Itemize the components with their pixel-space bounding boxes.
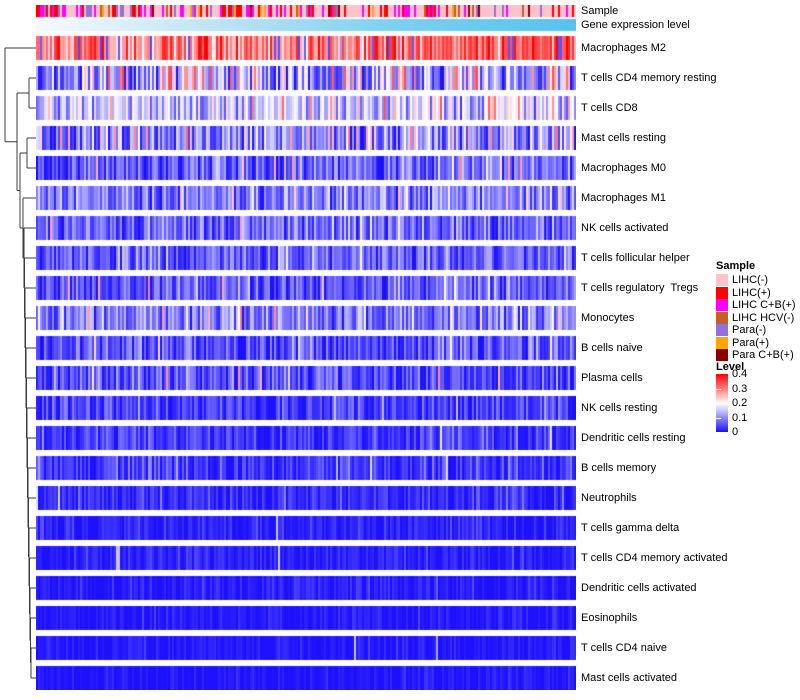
legend-item: Para(-) <box>716 324 766 336</box>
legend-item: Para(+) <box>716 336 769 349</box>
row-label: Plasma cells <box>581 372 643 384</box>
legend-swatch <box>716 349 728 361</box>
legend-item: LIHC C+B(+) <box>716 299 796 311</box>
level-legend-title: Level <box>716 361 745 373</box>
sample-legend-title: Sample <box>716 260 756 272</box>
row-label: T cells CD4 memory resting <box>581 72 717 84</box>
row-label: T cells CD4 naive <box>581 642 667 654</box>
row-label: Mast cells resting <box>581 132 666 144</box>
row-label: B cells naive <box>581 342 643 354</box>
level-tick-mark <box>716 388 721 390</box>
heatmap-canvas <box>36 5 576 690</box>
legend-item-label: LIHC(-) <box>732 274 769 286</box>
legend-item-label: LIHC C+B(+) <box>732 299 796 311</box>
level-tick-mark <box>716 403 721 404</box>
row-label: Monocytes <box>581 312 635 324</box>
level-colorbar <box>716 374 728 433</box>
row-label: Neutrophils <box>581 492 637 504</box>
level-tick-label: 0.3 <box>732 382 748 395</box>
legend-item-label: Para(-) <box>732 324 767 336</box>
row-label: Macrophages M1 <box>581 192 666 204</box>
legend-swatch <box>716 299 728 311</box>
level-tick-label: 0 <box>732 426 739 438</box>
legend-item: Para C+B(+) <box>716 349 794 361</box>
row-dendrogram <box>4 47 36 679</box>
row-label: T cells regulatory Tregs <box>581 282 699 294</box>
row-label: Dendritic cells resting <box>581 432 686 444</box>
legend-item: LIHC(-) <box>716 274 768 286</box>
legend-item: LIHC(+) <box>716 286 771 299</box>
legend-item-label: Para C+B(+) <box>732 349 794 361</box>
legend-swatch <box>716 336 728 349</box>
row-label: T cells follicular helper <box>581 252 690 264</box>
dendrogram-lines <box>4 47 36 679</box>
row-label: Eosinophils <box>581 612 638 624</box>
legend-item-label: LIHC(+) <box>732 286 771 299</box>
level-tick-mark <box>716 432 721 433</box>
legend-swatch <box>716 324 728 336</box>
row-label: Dendritic cells activated <box>581 582 697 594</box>
level-tick-label: 0.1 <box>732 411 748 424</box>
row-label: Macrophages M2 <box>581 42 666 54</box>
legend-item-label: Para(+) <box>732 336 769 349</box>
level-tick-label: 0.4 <box>732 368 748 380</box>
row-label: B cells memory <box>581 462 657 474</box>
legend-item-label: LIHC HCV(-) <box>732 311 795 324</box>
legend-swatch <box>716 274 728 286</box>
level-tick-label: 0.2 <box>732 397 748 409</box>
row-label: T cells CD4 memory activated <box>581 552 728 564</box>
gene-expression-annotation-label: Gene expression level <box>581 19 690 31</box>
row-label: T cells CD8 <box>581 102 638 114</box>
legend-item: LIHC HCV(-) <box>716 311 795 324</box>
legend-swatch <box>716 286 728 299</box>
level-tick-mark <box>716 417 721 419</box>
row-label: T cells gamma delta <box>581 522 680 534</box>
row-label: Macrophages M0 <box>581 162 666 174</box>
sample-annotation-label: Sample <box>581 5 619 17</box>
row-label: NK cells activated <box>581 222 669 234</box>
legend-swatch <box>716 311 728 324</box>
row-label: Mast cells activated <box>581 672 677 684</box>
row-label: NK cells resting <box>581 402 658 414</box>
